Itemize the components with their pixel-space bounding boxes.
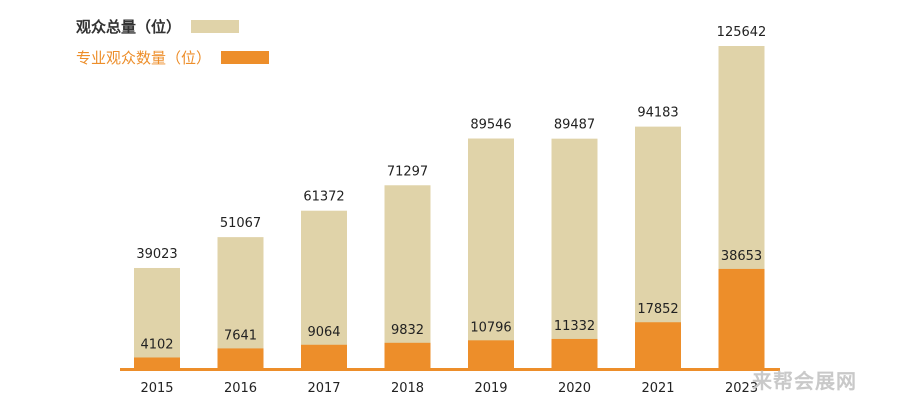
bar-professional-2018 bbox=[384, 342, 431, 368]
label-total-2023: 125642 bbox=[717, 25, 767, 40]
bar-total-2016 bbox=[217, 237, 264, 368]
label-professional-2018: 9832 bbox=[391, 323, 424, 338]
x-tick-2020: 2020 bbox=[558, 381, 591, 396]
bar-total-2015 bbox=[134, 267, 180, 368]
label-total-2015: 39023 bbox=[136, 247, 177, 262]
bar-total-2020 bbox=[551, 138, 598, 368]
bar-professional-2023 bbox=[718, 268, 765, 368]
legend-label-professional: 专业观众数量（位） bbox=[76, 49, 212, 67]
label-professional-2016: 7641 bbox=[224, 328, 257, 343]
x-tick-2023: 2023 bbox=[725, 381, 758, 396]
legend-swatch-professional bbox=[221, 51, 270, 64]
x-tick-2021: 2021 bbox=[641, 381, 674, 396]
x-tick-2018: 2018 bbox=[391, 381, 424, 396]
bar-professional-2017 bbox=[301, 344, 347, 368]
bar-total-2017 bbox=[301, 210, 347, 368]
bar-professional-2016 bbox=[217, 348, 264, 368]
label-total-2016: 51067 bbox=[220, 216, 261, 231]
label-professional-2019: 10796 bbox=[470, 320, 511, 335]
label-total-2017: 61372 bbox=[303, 190, 344, 205]
bar-professional-2019 bbox=[468, 340, 514, 368]
label-professional-2015: 4102 bbox=[140, 337, 173, 352]
bar-total-2018 bbox=[384, 185, 431, 368]
x-tick-2017: 2017 bbox=[307, 381, 340, 396]
legend-item-total: 观众总量（位） bbox=[76, 16, 240, 37]
label-total-2018: 71297 bbox=[387, 164, 428, 179]
baseline bbox=[120, 368, 780, 371]
x-tick-2016: 2016 bbox=[224, 381, 257, 396]
label-total-2019: 89546 bbox=[470, 118, 511, 133]
watermark-logo: 来帮会展网 bbox=[752, 369, 857, 393]
bar-professional-2020 bbox=[551, 338, 598, 368]
label-total-2021: 94183 bbox=[637, 106, 678, 121]
label-professional-2023: 38653 bbox=[721, 249, 762, 264]
bar-professional-2021 bbox=[635, 322, 681, 368]
label-total-2020: 89487 bbox=[554, 118, 595, 133]
bar-professional-2015 bbox=[134, 357, 180, 368]
label-professional-2020: 11332 bbox=[554, 319, 595, 334]
legend-label-total: 观众总量（位） bbox=[76, 18, 182, 36]
bar-total-2019 bbox=[468, 138, 514, 368]
legend-swatch-total bbox=[191, 20, 240, 33]
label-professional-2017: 9064 bbox=[307, 325, 340, 340]
label-professional-2021: 17852 bbox=[637, 302, 678, 317]
legend-item-professional: 专业观众数量（位） bbox=[76, 47, 270, 68]
x-tick-2019: 2019 bbox=[474, 381, 507, 396]
x-tick-2015: 2015 bbox=[140, 381, 173, 396]
